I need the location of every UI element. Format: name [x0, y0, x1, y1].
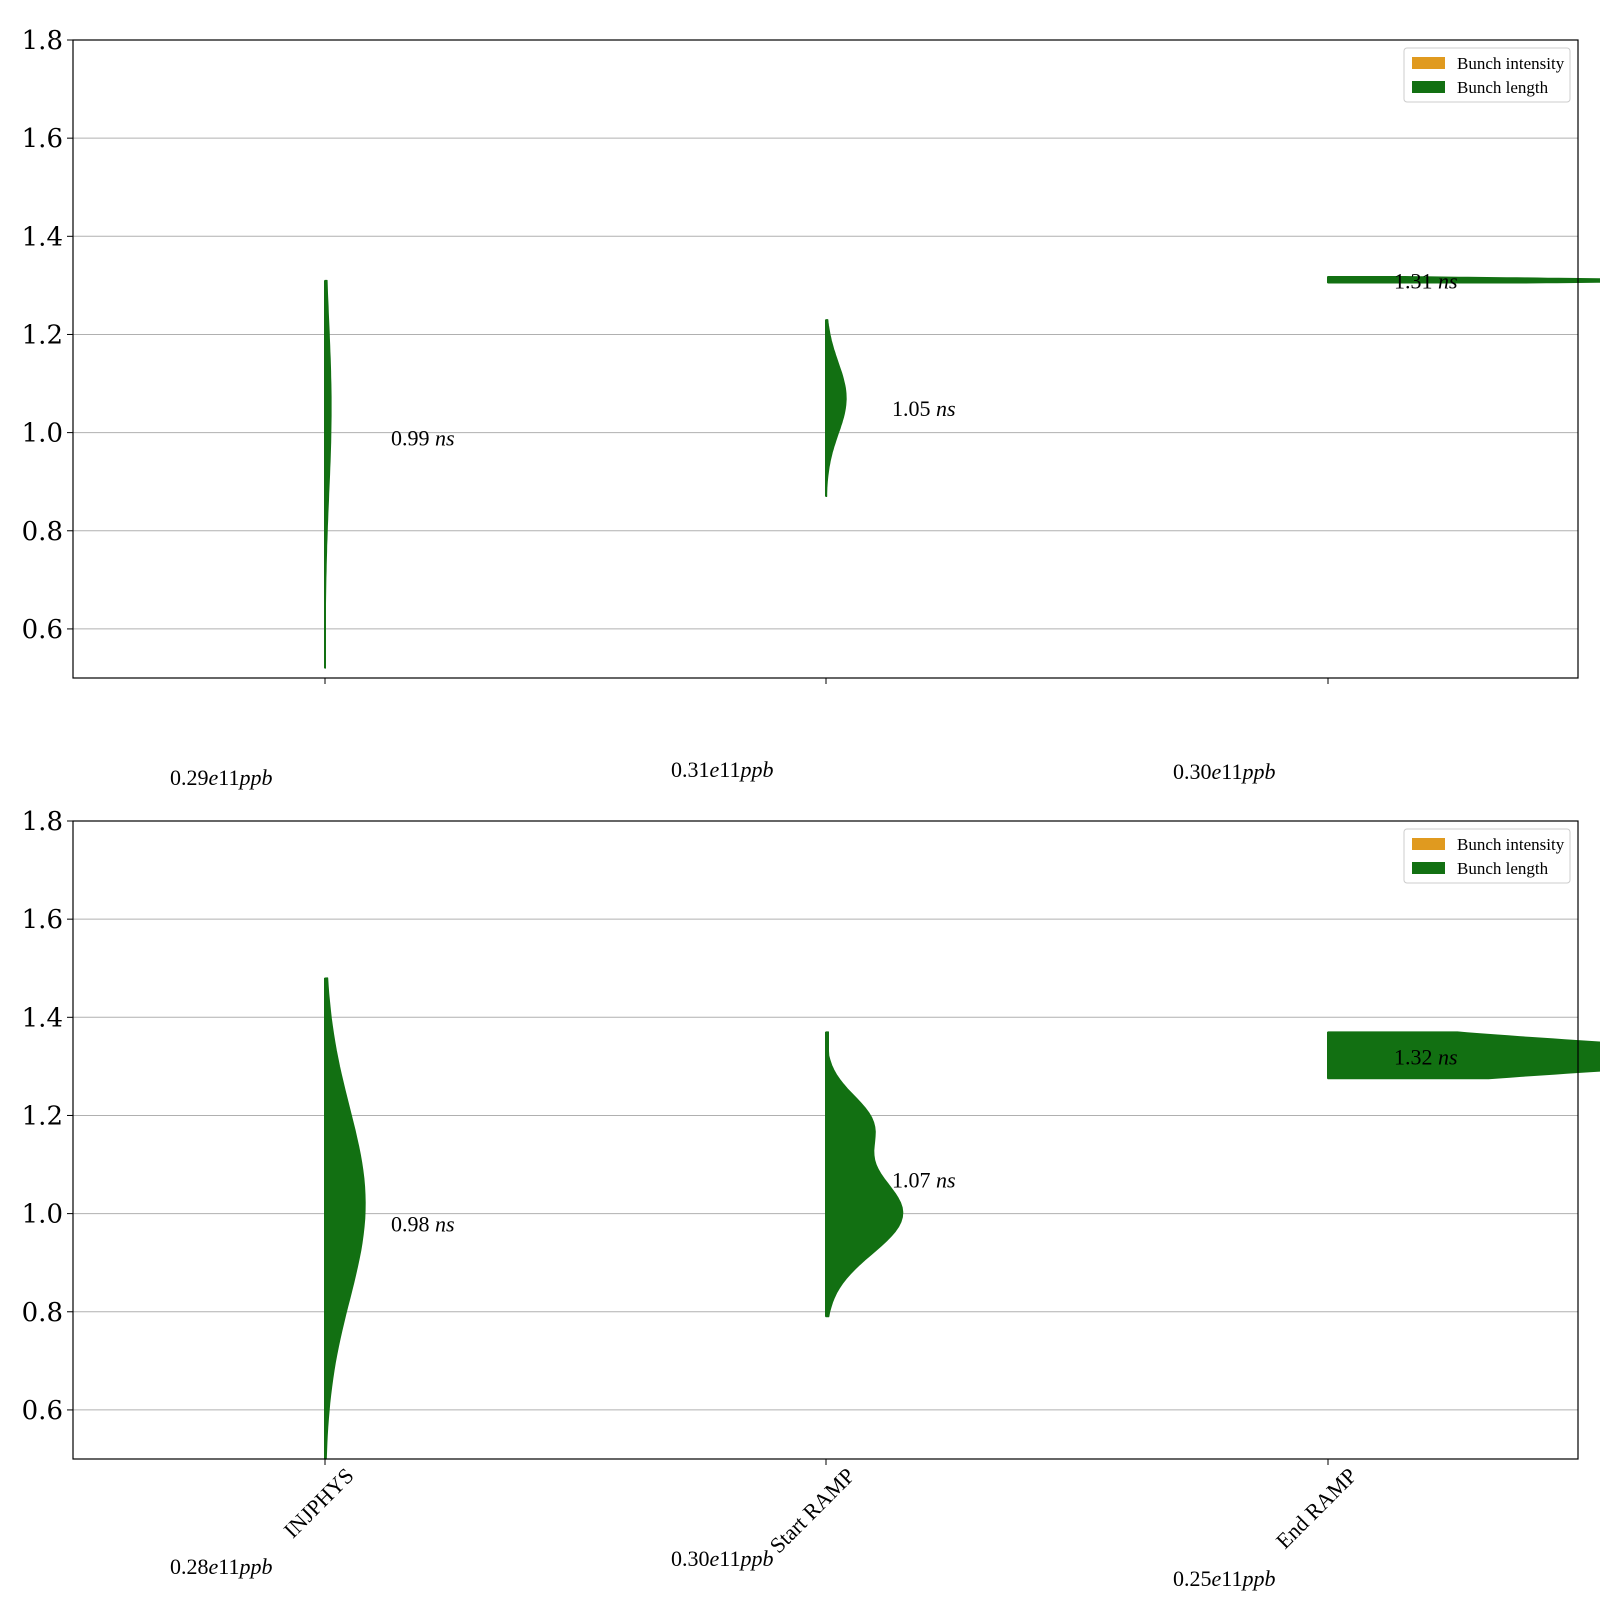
bunch-intensity-label: 0.30e11ppb	[1173, 759, 1275, 784]
bunch-intensity-label: 0.30e11ppb	[671, 1546, 773, 1571]
legend: Bunch intensity Bunch length	[1403, 828, 1571, 884]
bunch-intensity-label: 0.25e11ppb	[1173, 1566, 1275, 1591]
x-category-label: INJPHYS	[279, 1463, 359, 1543]
legend-box	[1403, 828, 1571, 884]
y-tick-label: 1.6	[22, 905, 63, 935]
y-tick-label: 1.0	[22, 1200, 63, 1230]
legend-swatch	[1412, 81, 1445, 93]
violin-bunch-length	[1327, 1031, 1600, 1080]
legend-label: Bunch intensity	[1457, 835, 1565, 854]
y-tick-label: 1.0	[22, 419, 63, 449]
y-tick-label: 0.6	[22, 1396, 63, 1426]
legend: Bunch intensity Bunch length	[1403, 47, 1571, 103]
bunch-length-label: 1.05 ns	[892, 396, 956, 421]
bunch-length-label: 1.07 ns	[892, 1167, 956, 1192]
y-tick-label: 1.4	[22, 1003, 63, 1033]
legend-label: Bunch length	[1457, 78, 1549, 97]
y-tick-label: 0.6	[22, 615, 63, 645]
legend-swatch	[1412, 57, 1445, 69]
chart-panel-1: 0.6 0.8 1.0 1.2 1.4 1.6 1.8 0.99 ns 1.05 ns 1.31 …	[22, 26, 1600, 790]
legend-swatch	[1412, 862, 1445, 874]
violin-bunch-length	[1327, 275, 1600, 284]
violin-bunch-length	[825, 319, 847, 498]
bunch-intensity-label: 0.28e11ppb	[170, 1554, 272, 1579]
bunch-length-label: 0.98 ns	[391, 1211, 455, 1236]
legend-label: Bunch intensity	[1457, 54, 1565, 73]
x-category-label: End RAMP	[1271, 1463, 1362, 1554]
legend-box	[1403, 47, 1571, 103]
y-tick-label: 1.6	[22, 124, 63, 154]
y-tick-label: 1.4	[22, 222, 63, 252]
bunch-length-label: 1.32 ns	[1394, 1045, 1458, 1070]
y-tick-label: 1.8	[22, 26, 63, 56]
x-category-label: Start RAMP	[764, 1463, 859, 1558]
chart-panel-2: 0.6 0.8 1.0 1.2 1.4 1.6 1.8 0.98 ns 1.07 ns 1.32 …	[22, 807, 1600, 1591]
y-tick-label: 0.8	[22, 517, 63, 547]
y-tick-label: 1.8	[22, 807, 63, 837]
bunch-length-label: 1.31 ns	[1394, 268, 1458, 293]
bunch-intensity-label: 0.29e11ppb	[170, 765, 272, 790]
legend-swatch	[1412, 838, 1445, 850]
y-tick-label: 1.2	[22, 1101, 63, 1131]
violin-bunch-length	[825, 1031, 904, 1318]
bunch-length-label: 0.99 ns	[391, 426, 455, 451]
violin-bunch-length	[324, 977, 366, 1460]
y-tick-label: 0.8	[22, 1298, 63, 1328]
bunch-intensity-label: 0.31e11ppb	[671, 757, 773, 782]
y-tick-label: 1.2	[22, 320, 63, 350]
legend-label: Bunch length	[1457, 859, 1549, 878]
